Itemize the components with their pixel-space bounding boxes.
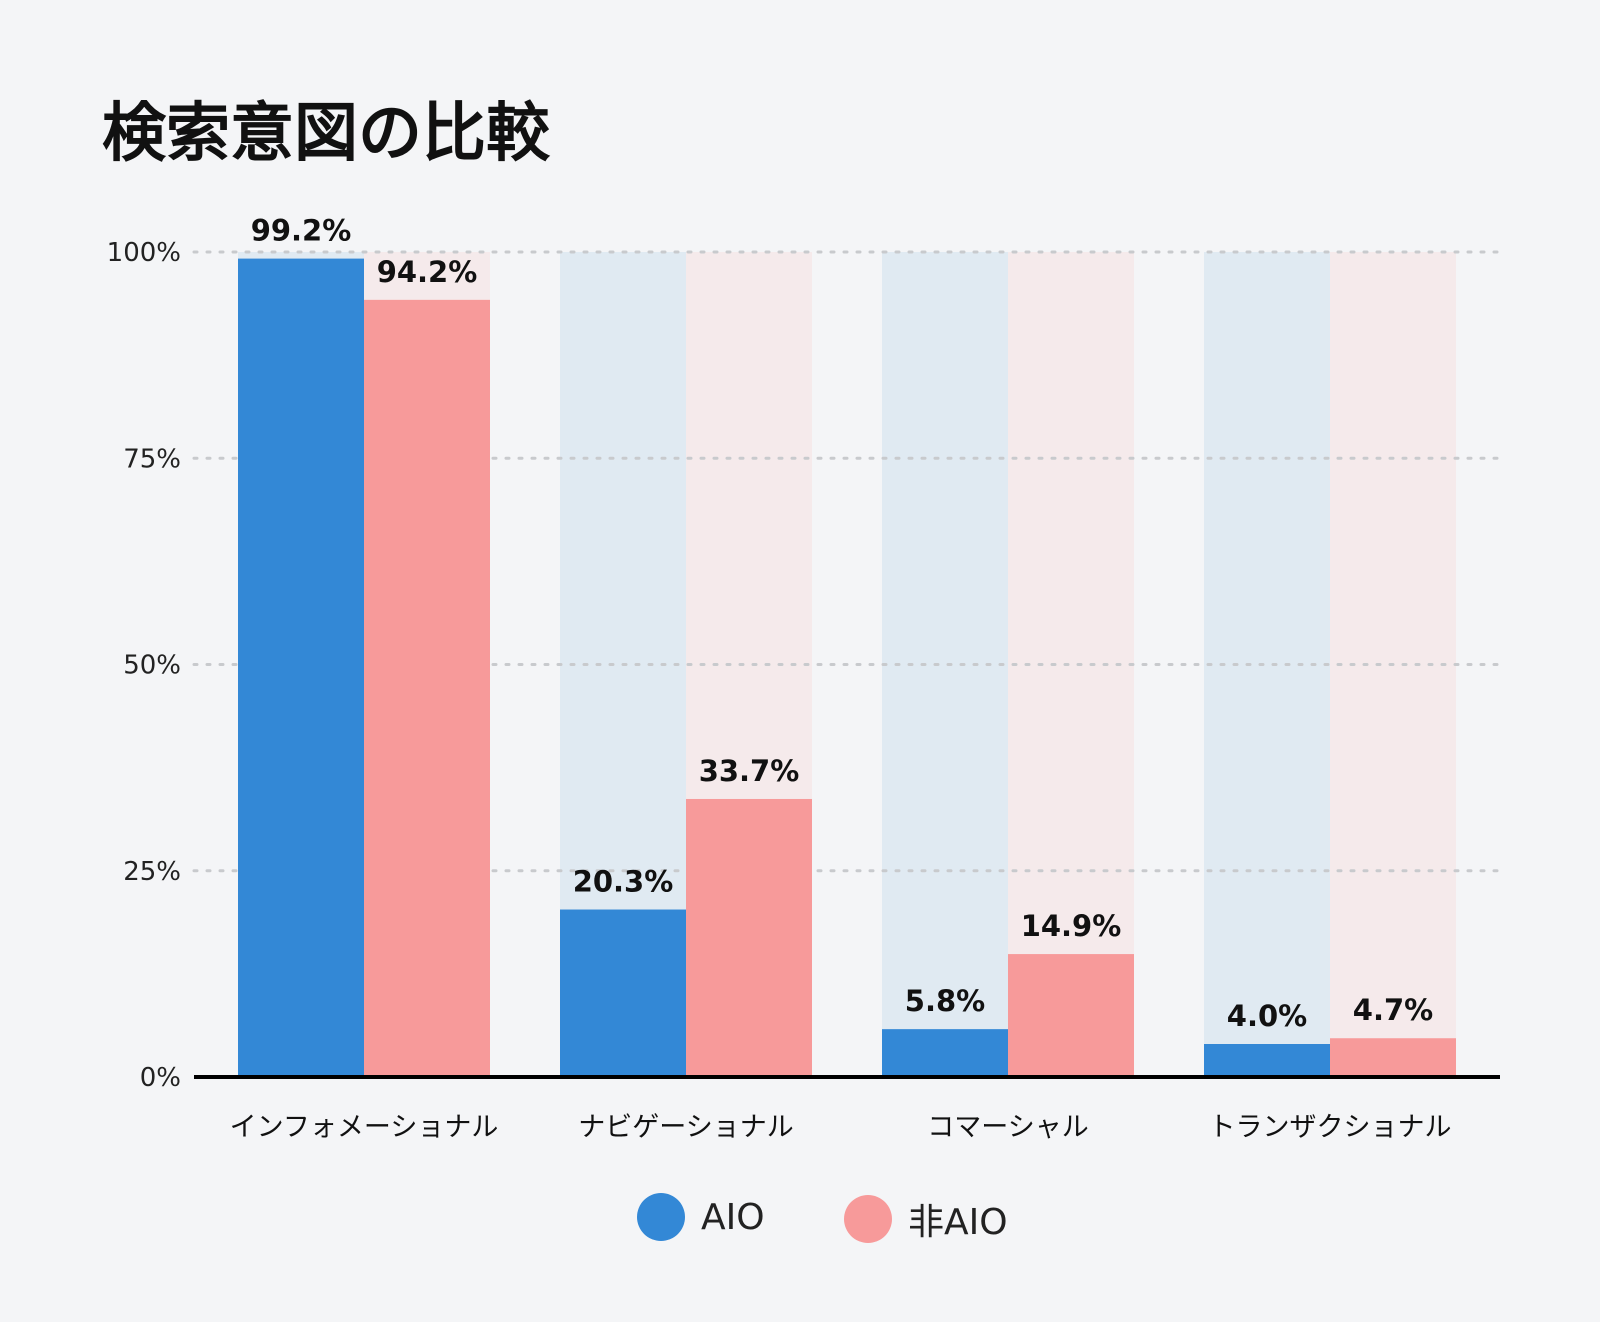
y-tick-label: 75% [123,444,181,474]
legend-item-non-aio: 非AIO [844,1193,1008,1245]
data-label: 20.3% [573,865,674,899]
y-tick-label: 100% [107,238,181,268]
legend-label-non-aio: 非AIO [908,1202,1008,1243]
y-tick-label: 25% [123,857,181,887]
data-label: 4.7% [1353,993,1433,1027]
bar-non-aio [364,299,490,1078]
x-category-label: ナビゲーショナル [578,1112,793,1143]
x-category-label: コマーシャル [927,1112,1088,1143]
chart-title: 検索意図の比較 [102,97,550,171]
data-label: 99.2% [251,214,352,248]
data-label: 94.2% [377,255,478,289]
data-label: 4.0% [1227,999,1307,1033]
bar-aio [560,909,686,1077]
y-tick-label: 0% [140,1063,181,1093]
bar-aio [882,1029,1008,1077]
y-tick-label: 50% [123,651,181,681]
legend-label-aio: AIO [701,1196,765,1238]
x-category-label: トランザクショナル [1209,1112,1452,1143]
legend-swatch-aio [637,1193,685,1241]
bar-aio [238,258,364,1078]
bar-non-aio [686,798,812,1077]
data-label: 5.8% [905,984,985,1018]
legend-item-aio: AIO [637,1193,765,1241]
bar-non-aio [1008,954,1134,1077]
data-label: 14.9% [1021,909,1122,943]
legend-swatch-non-aio [844,1195,892,1243]
bar-aio [1204,1044,1330,1077]
data-label: 33.7% [699,754,800,788]
bar-non-aio [1330,1038,1456,1077]
x-category-label: インフォメーショナル [230,1112,499,1143]
